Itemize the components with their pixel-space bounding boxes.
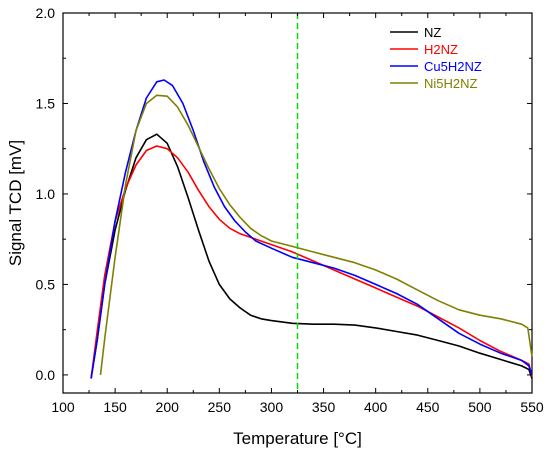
y-tick-label: 0.5 — [36, 276, 56, 292]
series-line-nz — [90, 133, 533, 379]
x-tick-label: 150 — [103, 399, 127, 415]
x-tick-label: 500 — [468, 399, 492, 415]
legend-label: Cu5H2NZ — [424, 59, 482, 74]
x-axis: 100 150 200 250 300 350 400 450 500 550 — [51, 13, 544, 415]
legend-label: NZ — [424, 25, 441, 40]
x-tick-label: 350 — [312, 399, 336, 415]
legend: NZ H2NZ Cu5H2NZ Ni5H2NZ — [390, 25, 482, 91]
series-line-ni5h2nz — [99, 94, 533, 375]
y-tick-label: 2.0 — [36, 5, 56, 21]
series-line-cu5h2nz — [90, 79, 533, 379]
x-tick-label: 400 — [364, 399, 388, 415]
x-tick-label: 200 — [156, 399, 180, 415]
y-tick-label: 1.0 — [36, 186, 56, 202]
y-axis: 0.0 0.5 1.0 1.5 2.0 — [36, 5, 532, 383]
legend-label: H2NZ — [424, 42, 458, 57]
x-tick-label: 450 — [416, 399, 440, 415]
y-tick-label: 1.5 — [36, 95, 56, 111]
y-tick-label: 0.0 — [36, 367, 56, 383]
x-tick-label: 550 — [520, 399, 544, 415]
x-tick-label: 100 — [51, 399, 75, 415]
x-axis-title: Temperature [°C] — [233, 429, 362, 448]
series-lines — [90, 79, 533, 379]
x-tick-label: 250 — [208, 399, 232, 415]
x-tick-label: 300 — [260, 399, 284, 415]
y-axis-title: Signal TCD [mV] — [6, 140, 25, 266]
legend-label: Ni5H2NZ — [424, 76, 478, 91]
